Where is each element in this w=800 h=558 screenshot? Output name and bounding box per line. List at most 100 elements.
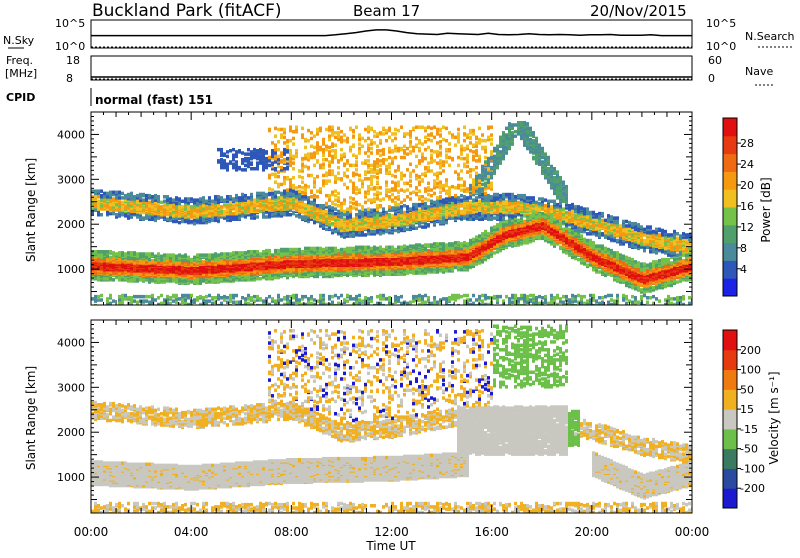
heatmap-cell <box>202 260 205 264</box>
heatmap-cell <box>331 301 334 305</box>
heatmap-cell <box>352 185 355 189</box>
heatmap-cell <box>370 175 373 179</box>
heatmap-cell <box>337 274 340 278</box>
heatmap-cell <box>265 193 268 197</box>
heatmap-cell <box>322 138 325 142</box>
heatmap-cell <box>268 164 271 168</box>
heatmap-cell <box>388 170 391 174</box>
heatmap-cell <box>394 295 397 299</box>
nsky-tick-top: 10^5 <box>55 17 85 30</box>
heatmap-cell <box>259 148 262 152</box>
heatmap-cell <box>358 249 361 253</box>
freq-tick-top: 18 <box>66 54 80 67</box>
heatmap-cell <box>127 212 130 216</box>
heatmap-cell <box>301 295 304 299</box>
heatmap-cell <box>358 294 361 298</box>
heatmap-cell <box>352 134 355 138</box>
heatmap-cell <box>295 214 298 218</box>
heatmap-cell <box>304 247 307 251</box>
heatmap-cell <box>343 252 346 256</box>
heatmap-cell <box>175 196 178 200</box>
freq-unit: [MHz] <box>5 67 37 80</box>
heatmap-cell <box>235 251 238 255</box>
heatmap-cell <box>367 249 370 253</box>
heatmap-cell <box>394 185 397 189</box>
heatmap-cell <box>106 297 109 301</box>
heatmap-cell <box>388 156 391 160</box>
heatmap-cell <box>214 195 217 199</box>
heatmap-cell <box>313 146 316 150</box>
heatmap-cell <box>97 195 100 199</box>
heatmap-cell <box>346 175 349 179</box>
heatmap-cell <box>190 205 193 209</box>
heatmap-cell <box>331 229 334 233</box>
heatmap-cell <box>214 296 217 300</box>
heatmap-cell <box>172 299 175 303</box>
heatmap-cell <box>271 192 274 196</box>
heatmap-cell <box>184 253 187 257</box>
heatmap-cell <box>316 247 319 251</box>
heatmap-cell <box>346 211 349 215</box>
heatmap-cell <box>280 192 283 196</box>
heatmap-cell <box>376 165 379 169</box>
heatmap-cell <box>289 149 292 153</box>
heatmap-cell <box>325 210 328 214</box>
beam-label: Beam 17 <box>353 2 420 20</box>
heatmap-cell <box>250 296 253 300</box>
heatmap-cell <box>244 157 247 161</box>
heatmap-cell <box>343 210 346 214</box>
heatmap-cell <box>217 294 220 298</box>
heatmap-cell <box>355 155 358 159</box>
heatmap-cell <box>256 161 259 165</box>
heatmap-cell <box>328 247 331 251</box>
heatmap-cell <box>139 278 142 282</box>
heatmap-cell <box>328 275 331 279</box>
heatmap-cell <box>334 294 337 298</box>
nave-tick-top: 60 <box>708 54 722 67</box>
heatmap-cell <box>343 217 346 221</box>
heatmap-cell <box>121 192 124 196</box>
heatmap-cell <box>163 298 166 302</box>
heatmap-cell <box>289 248 292 252</box>
heatmap-cell <box>235 198 238 202</box>
heatmap-cell <box>250 157 253 161</box>
heatmap-cell <box>211 296 214 300</box>
heatmap-cell <box>310 174 313 178</box>
heatmap-cell <box>385 165 388 169</box>
heatmap-cell <box>112 191 115 195</box>
heatmap-cell <box>340 232 343 236</box>
heatmap-cell <box>187 294 190 298</box>
heatmap-cell <box>241 296 244 300</box>
heatmap-cell <box>226 162 229 166</box>
heatmap-cell <box>241 158 244 162</box>
heatmap-cell <box>256 295 259 299</box>
heatmap-cell <box>388 136 391 140</box>
heatmap-cell <box>385 188 388 192</box>
heatmap-cell <box>316 175 319 179</box>
heatmap-cell <box>349 201 352 205</box>
heatmap-cell <box>367 143 370 147</box>
heatmap-cell <box>166 259 169 263</box>
power-heatmap <box>91 121 694 307</box>
heatmap-cell <box>274 191 277 195</box>
heatmap-cell <box>94 189 97 193</box>
heatmap-cell <box>280 253 283 257</box>
heatmap-cell <box>121 294 124 298</box>
heatmap-cell <box>298 248 301 252</box>
heatmap-cell <box>229 219 232 223</box>
heatmap-cell <box>355 168 358 172</box>
heatmap-cell <box>100 298 103 302</box>
heatmap-cell <box>154 194 157 198</box>
heatmap-cell <box>358 147 361 151</box>
heatmap-cell <box>379 297 382 301</box>
heatmap-cell <box>334 180 337 184</box>
heatmap-cell <box>364 159 367 163</box>
heatmap-cell <box>121 201 124 205</box>
heatmap-cell <box>394 145 397 149</box>
heatmap-cell <box>208 294 211 298</box>
heatmap-cell <box>334 149 337 153</box>
heatmap-cell <box>280 183 283 187</box>
heatmap-cell <box>223 198 226 202</box>
heatmap-cell <box>358 178 361 182</box>
heatmap-cell <box>175 294 178 298</box>
